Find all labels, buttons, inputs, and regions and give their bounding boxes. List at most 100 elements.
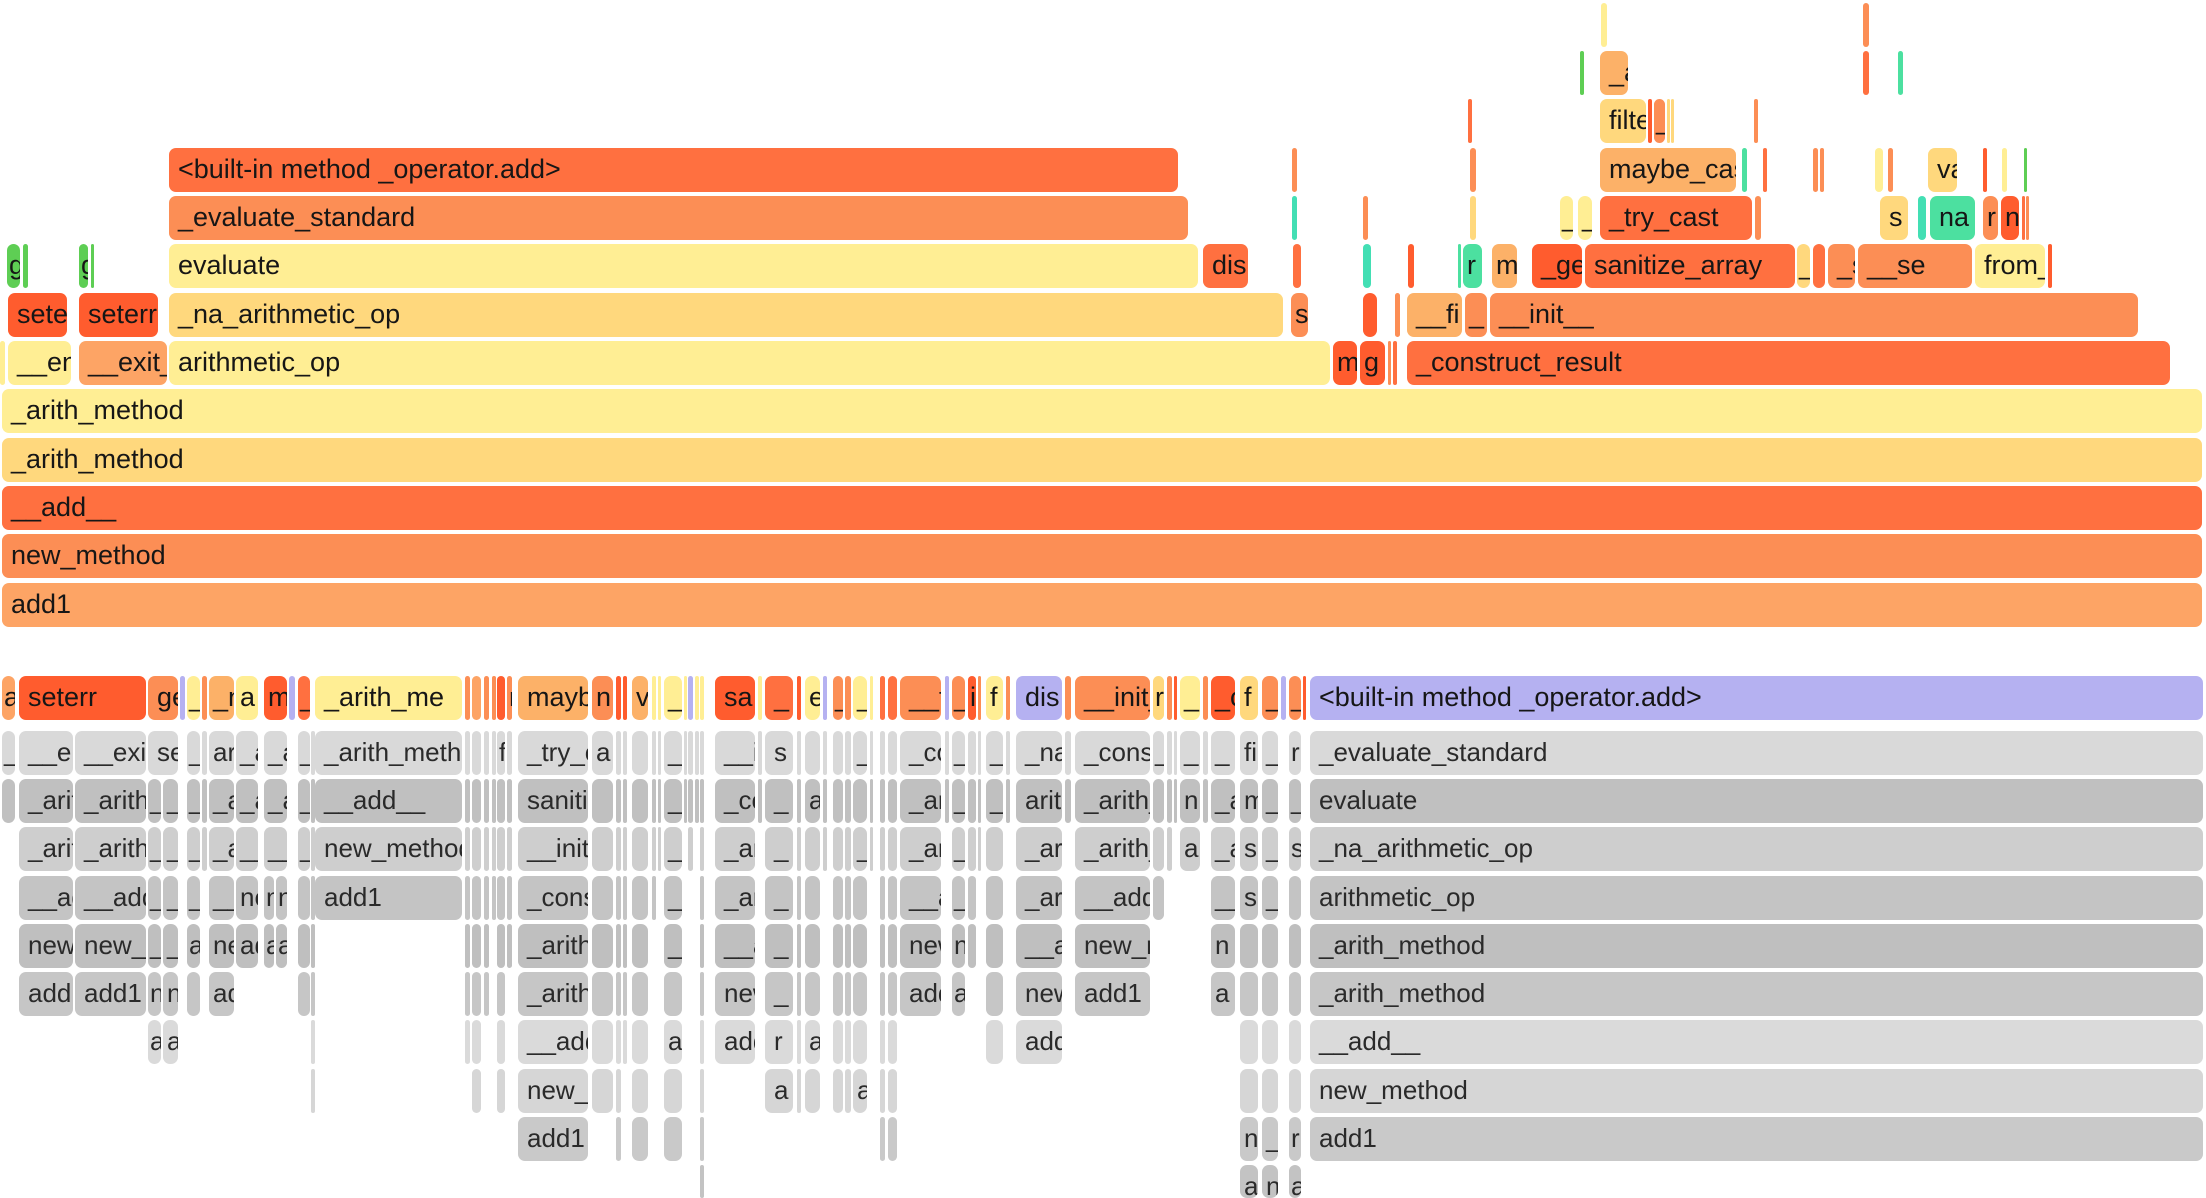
caller-frame[interactable]: __init__ [518, 827, 588, 871]
function-header-frame[interactable]: <built-in method _operator.add> [1310, 676, 2203, 720]
flame-frame[interactable] [1813, 148, 1818, 192]
flame-frame[interactable] [1580, 51, 1584, 95]
caller-frame[interactable]: r [1289, 731, 1301, 775]
flame-frame[interactable] [1388, 341, 1391, 385]
caller-frame[interactable]: __add__ [264, 827, 287, 871]
caller-frame[interactable] [2, 779, 15, 823]
caller-frame[interactable]: _ [765, 924, 793, 968]
caller-frame[interactable]: _ [298, 731, 310, 775]
flame-frame[interactable] [1468, 99, 1472, 143]
flame-frame[interactable]: __fi [1407, 293, 1462, 337]
caller-frame[interactable]: s [1240, 827, 1258, 871]
caller-frame[interactable]: fi [1240, 731, 1258, 775]
caller-frame[interactable] [1240, 1069, 1258, 1113]
caller-frame[interactable] [632, 924, 648, 968]
caller-frame[interactable]: _arith_method [1016, 876, 1062, 920]
flame-frame[interactable] [1898, 51, 1903, 95]
caller-frame[interactable] [880, 827, 885, 871]
function-header-frame[interactable]: _ [1289, 676, 1301, 720]
caller-frame[interactable] [465, 731, 470, 775]
caller-frame[interactable]: add1 [1016, 1020, 1062, 1064]
caller-frame[interactable] [845, 779, 851, 823]
caller-frame[interactable]: __add__ [209, 876, 234, 920]
flame-frame[interactable]: _a [1600, 51, 1628, 95]
flame-frame[interactable]: disp [1203, 244, 1248, 288]
caller-frame[interactable] [484, 876, 489, 920]
caller-frame[interactable]: _ [1262, 1117, 1278, 1161]
caller-frame[interactable] [945, 779, 949, 823]
caller-frame[interactable]: __add__ [1310, 1020, 2203, 1064]
caller-frame[interactable] [632, 1117, 648, 1161]
caller-frame[interactable]: _ [664, 827, 682, 871]
caller-frame[interactable] [880, 972, 885, 1016]
function-header-frame[interactable] [497, 676, 505, 720]
caller-frame[interactable] [880, 876, 885, 920]
flame-frame[interactable]: n [2001, 196, 2019, 240]
caller-frame[interactable] [986, 924, 1003, 968]
caller-frame[interactable] [592, 876, 613, 920]
caller-frame[interactable] [1289, 1020, 1301, 1064]
caller-frame[interactable] [880, 1020, 885, 1064]
flame-frame[interactable] [1470, 148, 1476, 192]
caller-frame[interactable]: _ [2, 731, 15, 775]
flame-frame[interactable] [1293, 244, 1301, 288]
function-header-frame[interactable] [1174, 676, 1177, 720]
caller-frame[interactable] [311, 731, 315, 775]
caller-frame[interactable] [1167, 827, 1172, 871]
caller-frame[interactable]: a [1211, 972, 1235, 1016]
caller-frame[interactable] [658, 731, 661, 775]
caller-frame[interactable]: _ [1262, 876, 1278, 920]
caller-frame[interactable] [968, 827, 976, 871]
caller-frame[interactable] [833, 1069, 843, 1113]
caller-frame[interactable]: n [264, 876, 274, 920]
caller-frame[interactable] [880, 924, 885, 968]
caller-frame[interactable]: s [765, 731, 793, 775]
caller-frame[interactable] [652, 827, 656, 871]
function-header-frame[interactable] [823, 676, 827, 720]
function-header-frame[interactable]: dis [1016, 676, 1062, 720]
function-header-frame[interactable] [688, 676, 693, 720]
caller-frame[interactable] [758, 731, 762, 775]
caller-frame[interactable]: a [592, 731, 613, 775]
flame-frame[interactable]: _ [1560, 196, 1573, 240]
caller-frame[interactable] [888, 924, 897, 968]
flame-frame[interactable] [1458, 244, 1461, 288]
caller-frame[interactable]: _try_cast [518, 731, 588, 775]
function-header-frame[interactable] [758, 676, 762, 720]
flame-frame[interactable]: filter [1600, 99, 1646, 143]
caller-frame[interactable]: _ [765, 827, 793, 871]
caller-frame[interactable]: _a [1211, 779, 1235, 823]
caller-frame[interactable] [202, 827, 207, 871]
caller-frame[interactable] [497, 1020, 505, 1064]
caller-frame[interactable] [507, 876, 512, 920]
caller-frame[interactable] [298, 924, 310, 968]
flame-frame[interactable] [1601, 3, 1607, 47]
caller-frame[interactable]: _ [1180, 731, 1200, 775]
function-header-frame[interactable]: a [2, 676, 15, 720]
flame-frame[interactable]: __add__ [2, 486, 2202, 530]
flame-frame[interactable]: evaluate [169, 244, 1198, 288]
caller-frame[interactable]: new_method [518, 1069, 588, 1113]
flame-frame[interactable] [1888, 148, 1893, 192]
caller-frame[interactable]: a [853, 1069, 867, 1113]
caller-frame[interactable] [507, 731, 512, 775]
caller-frame[interactable]: _arith_method [518, 972, 588, 1016]
caller-frame[interactable]: s [1240, 876, 1258, 920]
caller-frame[interactable] [968, 876, 976, 920]
caller-frame[interactable]: ad [276, 924, 287, 968]
caller-frame[interactable]: __add__ [900, 876, 941, 920]
caller-frame[interactable] [797, 972, 801, 1016]
caller-frame[interactable] [853, 1020, 867, 1064]
caller-frame[interactable]: _ [1289, 779, 1301, 823]
caller-frame[interactable] [870, 827, 873, 871]
caller-frame[interactable] [700, 1020, 704, 1064]
caller-frame[interactable] [616, 779, 621, 823]
caller-frame[interactable]: _arith_method [715, 827, 755, 871]
function-header-frame[interactable]: __f [900, 676, 941, 720]
flame-frame[interactable]: _arith_method [2, 389, 2202, 433]
caller-frame[interactable] [700, 1069, 704, 1113]
flame-frame[interactable]: maybe_cast_t [1600, 148, 1736, 192]
caller-frame[interactable]: _construct_result [518, 876, 588, 920]
function-header-frame[interactable]: _ [853, 676, 867, 720]
function-header-frame[interactable]: i [968, 676, 976, 720]
